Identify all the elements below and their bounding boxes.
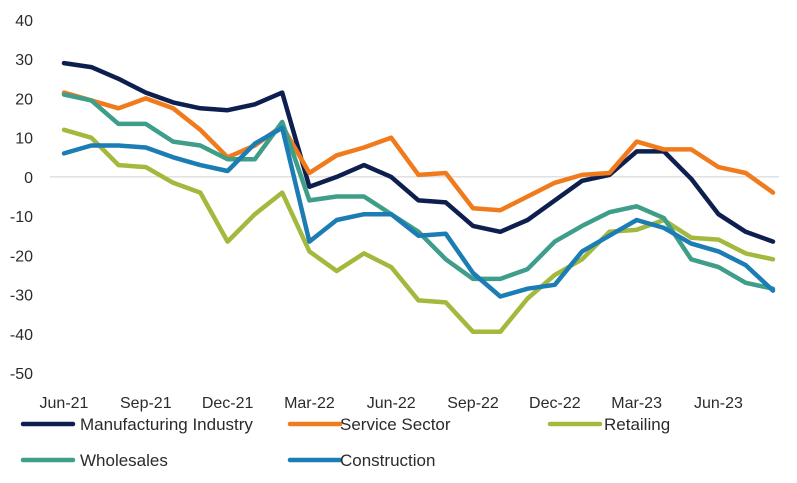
x-tick-label: Sep-21 <box>120 395 172 412</box>
y-tick-label: 30 <box>15 52 33 69</box>
x-tick-label: Dec-22 <box>529 395 581 412</box>
x-tick-label: Jun-22 <box>367 395 416 412</box>
y-tick-label: -50 <box>10 366 33 383</box>
y-tick-label: 0 <box>24 170 33 187</box>
legend-label-construction: Construction <box>340 451 435 470</box>
series-line-wholesales <box>61 92 776 291</box>
y-tick-label: -20 <box>10 248 33 265</box>
x-tick-label: Mar-22 <box>284 395 335 412</box>
legend: Manufacturing Industry Service Sector Reta… <box>20 415 670 470</box>
x-tick-label: Jun-23 <box>694 395 743 412</box>
legend-label-service-sector: Service Sector <box>340 415 451 434</box>
series-line-service-sector <box>61 90 776 213</box>
x-tick-label: Dec-21 <box>202 395 254 412</box>
series-lines <box>61 60 776 335</box>
legend-label-manufacturing-industry: Manufacturing Industry <box>80 415 253 434</box>
y-tick-label: 10 <box>15 131 33 148</box>
series-line-manufacturing-industry <box>61 60 776 244</box>
x-tick-label: Jun-21 <box>40 395 89 412</box>
y-tick-label: 20 <box>15 91 33 108</box>
y-tick-label: 40 <box>15 13 33 30</box>
y-tick-label: -30 <box>10 288 33 305</box>
y-tick-label: -10 <box>10 209 33 226</box>
y-tick-label: -40 <box>10 327 33 344</box>
legend-label-wholesales: Wholesales <box>80 451 168 470</box>
y-axis-ticks: 40 30 20 10 0 -10 -20 -30 -40 -50 <box>10 13 33 383</box>
legend-label-retailing: Retailing <box>604 415 670 434</box>
series-line-construction <box>61 125 776 299</box>
x-tick-label: Sep-22 <box>447 395 499 412</box>
x-tick-label: Mar-23 <box>611 395 662 412</box>
x-axis-ticks: Jun-21 Sep-21 Dec-21 Mar-22 Jun-22 Sep-22 Dec-… <box>40 395 743 412</box>
